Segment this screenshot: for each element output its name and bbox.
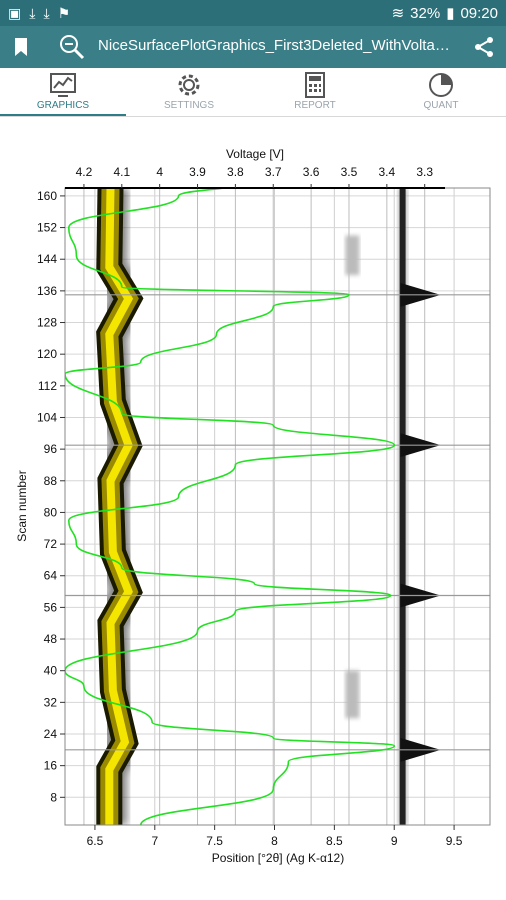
- y-tick-label: 152: [37, 221, 57, 235]
- x-tick-label: 8.5: [326, 834, 343, 848]
- y-tick-label: 104: [37, 410, 57, 424]
- tab-label: GRAPHICS: [36, 100, 90, 111]
- x-tick-label: 7.5: [206, 834, 223, 848]
- y-tick-label: 24: [44, 727, 58, 741]
- x-tick-label: 7: [151, 834, 158, 848]
- y-tick-label: 8: [50, 790, 57, 804]
- y-tick-label: 40: [44, 664, 58, 678]
- voltage-tick-label: 3.8: [227, 165, 244, 179]
- gear-icon: [178, 74, 200, 96]
- tab-quant[interactable]: QUANT: [378, 68, 504, 116]
- main-peak-core: [105, 188, 134, 825]
- download-icon: ⤓: [29, 5, 36, 21]
- faint-peak-band: [345, 235, 360, 276]
- voltage-curve-layer: [65, 188, 396, 825]
- surface-plot[interactable]: 6.5 7 7.5 8 8.5 9 9.5 8 16 24 32 40 48 56 64 72 80 88 96 1…: [0, 130, 506, 870]
- y-tick-label: 144: [37, 252, 57, 266]
- y-tick-label: 16: [44, 759, 58, 773]
- status-bar: ▣ ⤓ ⤓ ⚑ ≋ 32% ▮ 09:20: [0, 0, 506, 26]
- x-tick-label: 6.5: [87, 834, 104, 848]
- tab-settings[interactable]: SETTINGS: [126, 68, 252, 116]
- voltage-tick-label: 4.2: [76, 165, 93, 179]
- pie-chart-icon: [429, 73, 453, 97]
- faint-peak-band: [345, 670, 360, 719]
- y-tick-label: 96: [44, 442, 58, 456]
- voltage-tick-label: 4.1: [113, 165, 130, 179]
- chart-icon: [50, 73, 76, 97]
- tab-report[interactable]: REPORT: [252, 68, 378, 116]
- share-icon[interactable]: [474, 36, 494, 58]
- wifi-icon: ≋: [391, 5, 405, 22]
- y-tick-label: 88: [44, 474, 58, 488]
- tab-label: QUANT: [423, 100, 459, 111]
- y-tick-label: 160: [37, 189, 57, 203]
- side-peak-core: [399, 188, 406, 825]
- voltage-axis-label: Voltage [V]: [226, 147, 284, 161]
- tab-label: REPORT: [294, 100, 336, 111]
- download-icon: ⤓: [43, 5, 50, 21]
- y-tick-label: 120: [37, 347, 57, 361]
- battery-percent: 32%: [410, 4, 441, 22]
- voltage-tick-label: 3.4: [379, 165, 396, 179]
- clock: 09:20: [460, 4, 498, 22]
- tab-active-indicator: [0, 114, 126, 116]
- y-tick-label: 72: [44, 537, 58, 551]
- y-tick-label: 64: [44, 569, 58, 583]
- y-tick-label: 112: [38, 379, 57, 393]
- tab-graphics[interactable]: GRAPHICS: [0, 68, 126, 116]
- bookmark-icon[interactable]: [14, 37, 28, 57]
- heatmap-layer: [65, 188, 490, 825]
- voltage-curve: [65, 188, 396, 825]
- voltage-tick-label: 3.9: [189, 165, 206, 179]
- y-tick-label: 32: [44, 695, 58, 709]
- voltage-tick-label: 3.7: [265, 165, 282, 179]
- voltage-tick-label: 3.6: [303, 165, 320, 179]
- x-axis: 6.5 7 7.5 8 8.5 9 9.5: [87, 825, 463, 848]
- y-tick-label: 56: [44, 600, 58, 614]
- x-tick-label: 8: [271, 834, 278, 848]
- voltage-axis: 4.2 4.1 4 3.9 3.8 3.7 3.6 3.5 3.4 3.3: [76, 165, 433, 188]
- y-tick-label: 128: [37, 316, 57, 330]
- x-tick-label: 9: [391, 834, 398, 848]
- y-axis: 8 16 24 32 40 48 56 64 72 80 88 96 104 112 120 128 136 14…: [37, 189, 65, 804]
- document-title: NiceSurfacePlotGraphics_First3Deleted_Wi…: [98, 37, 458, 54]
- x-tick-label: 9.5: [446, 834, 463, 848]
- battery-icon: ▮: [446, 5, 455, 22]
- notification-icons: ▣ ⤓ ⤓ ⚑: [8, 4, 70, 22]
- calculator-icon: [305, 72, 325, 98]
- x-axis-label: Position [°2θ] (Ag K-α12): [212, 851, 344, 865]
- tab-bar: GRAPHICS SETTINGS REPORT QUANT: [0, 68, 506, 117]
- y-axis-label: Scan number: [15, 470, 29, 541]
- y-tick-label: 48: [44, 632, 58, 646]
- tab-label: SETTINGS: [163, 100, 214, 111]
- voltage-tick-label: 4: [156, 165, 163, 179]
- zoom-out-icon[interactable]: [58, 33, 86, 61]
- app-bar: NiceSurfacePlotGraphics_First3Deleted_Wi…: [0, 26, 506, 68]
- voltage-tick-label: 3.3: [416, 165, 433, 179]
- voltage-tick-label: 3.5: [341, 165, 358, 179]
- y-tick-label: 136: [37, 284, 57, 298]
- flag-icon: ⚑: [57, 5, 71, 21]
- y-tick-label: 80: [44, 505, 58, 519]
- image-icon: ▣: [8, 5, 22, 21]
